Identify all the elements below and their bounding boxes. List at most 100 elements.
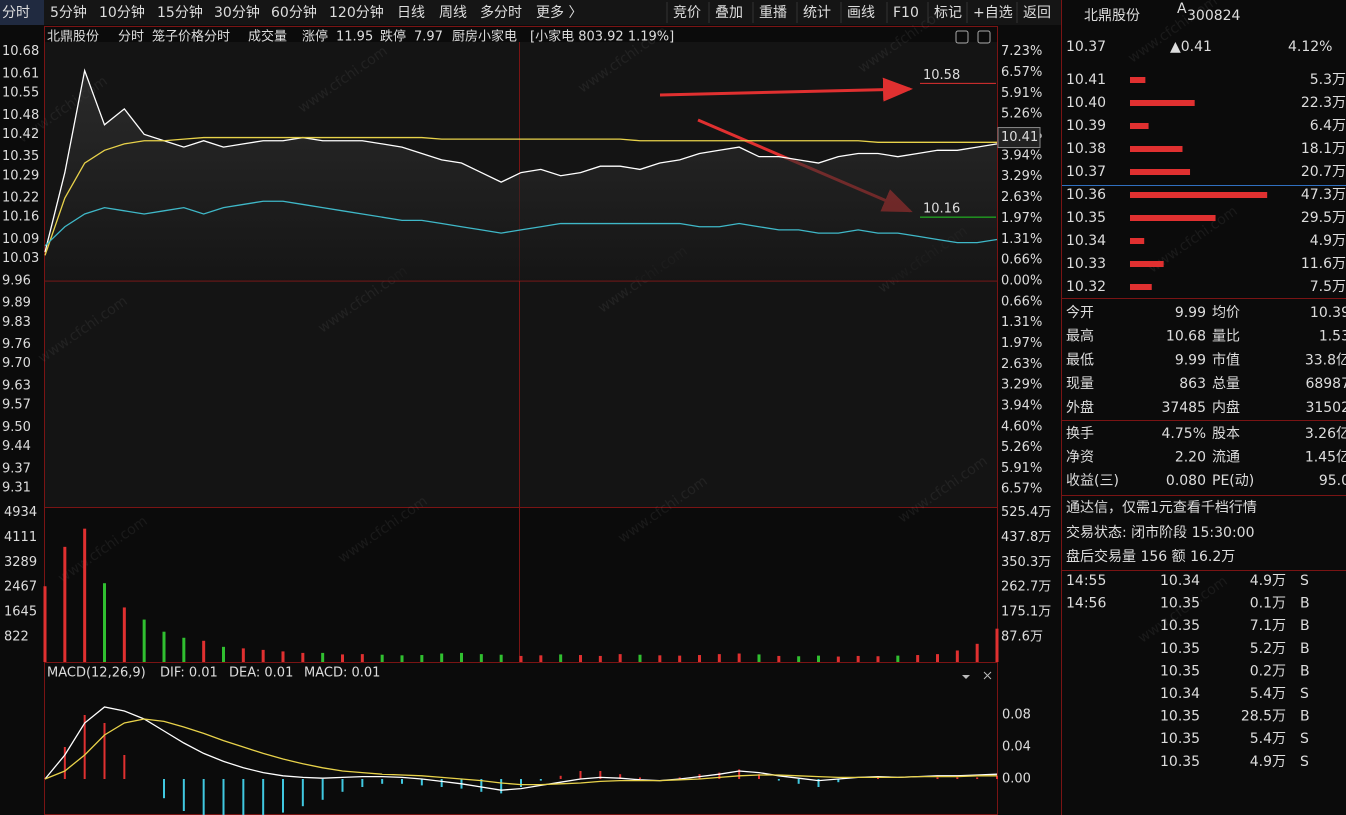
macd-header: DEA: 0.01 <box>229 666 293 681</box>
book-price: 10.33 <box>1066 256 1106 272</box>
trade-side: S <box>1300 573 1309 589</box>
stock-code: 300824 <box>1187 8 1241 24</box>
book-volume: 29.5万 <box>1301 210 1346 226</box>
volume-bar <box>579 655 582 662</box>
toolbar-tab[interactable]: 日线 <box>397 5 425 21</box>
panel-icons <box>955 30 992 680</box>
volume-bar <box>182 637 186 662</box>
volume-bar <box>717 654 721 662</box>
macd-bar <box>817 779 820 787</box>
toolbar-tab[interactable]: 15分钟 <box>157 4 203 21</box>
macd-bar <box>301 779 304 807</box>
volume-y2-tick-label: 350.3万 <box>1001 555 1051 570</box>
volume-bar <box>420 655 424 662</box>
macd-bar <box>163 779 165 799</box>
book-price: 10.37 <box>1066 164 1106 180</box>
macd-header: MACD(12,26,9) <box>47 666 146 681</box>
y2-tick-label: 3.94% <box>1001 398 1042 413</box>
cursor-box <box>997 127 1041 149</box>
y-tick-label: 9.44 <box>2 439 31 454</box>
trade-side: B <box>1300 596 1310 612</box>
macd-bar <box>777 779 780 781</box>
macd-bar <box>599 771 602 779</box>
volume-bar <box>757 654 761 662</box>
macd-bar <box>956 777 959 779</box>
volume-y2-tick-label: 87.6万 <box>1001 630 1043 645</box>
chart-header-limit-down-label: 跌停 <box>380 29 406 45</box>
toolbar-button[interactable]: 返回 <box>1023 5 1051 21</box>
book-price: 10.32 <box>1066 279 1106 295</box>
annotation-label: 10.58 <box>923 68 960 83</box>
trade-volume: 5.4万 <box>1250 731 1286 747</box>
price-line <box>44 136 997 256</box>
stat-value: 37485 <box>1161 400 1206 416</box>
y-tick-label: 10.03 <box>2 251 39 266</box>
volume-bar <box>519 655 523 662</box>
stat-label: 均价 <box>1212 305 1240 321</box>
y2-tick-label: 3.94% <box>1001 148 1042 163</box>
volume-bar <box>876 656 880 662</box>
toolbar-tab[interactable]: 周线 <box>439 5 467 21</box>
toolbar-button[interactable]: 标记 <box>934 5 962 21</box>
cursor-label: 10.41 <box>1001 130 1038 145</box>
y-tick-label: 9.57 <box>2 398 31 413</box>
volume-bar <box>737 653 741 662</box>
promo-banner[interactable]: 通达信，仅需1元查看千档行情 <box>1066 500 1257 516</box>
stat-label: 量比 <box>1212 329 1240 345</box>
fund-label: 收益(三) <box>1066 473 1119 489</box>
toolbar-button[interactable]: 画线 <box>847 5 875 21</box>
fund-label: 流通 <box>1212 450 1240 466</box>
y2-tick-label: 3.29% <box>1001 169 1042 184</box>
y-tick-label: 10.55 <box>2 85 39 100</box>
volume-bar <box>479 654 483 662</box>
trade-price: 10.35 <box>1160 618 1200 634</box>
y-tick-label: 10.61 <box>2 66 39 81</box>
trade-price: 10.34 <box>1160 573 1200 589</box>
stat-label: 市值 <box>1212 351 1240 368</box>
toolbar-button[interactable]: 统计 <box>803 5 831 21</box>
volume-bar <box>281 651 285 662</box>
macd-bar <box>123 755 126 779</box>
book-volume: 18.1万 <box>1301 141 1346 157</box>
y-tick-label: 9.83 <box>2 315 31 330</box>
trade-side: B <box>1300 663 1310 679</box>
y2-tick-label: 6.57% <box>1001 482 1042 497</box>
macd-bar <box>401 779 403 784</box>
macd-bar <box>619 774 622 779</box>
trade-price: 10.35 <box>1160 641 1200 657</box>
volume-bar <box>321 652 325 662</box>
macd-line <box>44 718 997 786</box>
trade-side: B <box>1300 618 1310 634</box>
book-volume: 6.4万 <box>1310 118 1346 134</box>
toolbar-tab[interactable]: 60分钟 <box>271 4 317 21</box>
toolbar-tab[interactable]: 分时 <box>2 5 30 21</box>
toolbar-tab[interactable]: 更多 〉 <box>536 4 582 21</box>
volume-bar <box>460 652 463 662</box>
toolbar-button[interactable]: 重播 <box>759 5 787 21</box>
book-volume: 11.6万 <box>1301 256 1346 272</box>
toolbar-button[interactable]: 叠加 <box>715 5 743 21</box>
toolbar-button[interactable]: +自选 <box>973 5 1013 21</box>
y2-tick-label: 5.26% <box>1001 440 1042 455</box>
toolbar-button[interactable]: 竞价 <box>673 4 701 21</box>
volume-bar <box>698 655 701 662</box>
macd-bar <box>321 779 324 800</box>
toolbar-tab[interactable]: 多分时 <box>480 4 522 21</box>
volume-bar <box>836 656 840 662</box>
macd-bar <box>480 779 483 792</box>
volume-bar <box>440 653 444 662</box>
macd-bar <box>242 779 245 815</box>
trade-price: 10.34 <box>1160 686 1200 702</box>
toolbar-tab[interactable]: 30分钟 <box>214 4 260 21</box>
chart-header-volume: 成交量 <box>248 29 287 45</box>
chart-header-index: [小家电 803.92 1.19%] <box>530 29 674 45</box>
book-volume: 22.3万 <box>1301 95 1346 111</box>
y2-tick-label: 0.66% <box>1001 294 1042 309</box>
trade-time: 14:55 <box>1066 573 1106 589</box>
toolbar-button[interactable]: F10 <box>893 5 919 21</box>
toolbar-tab[interactable]: 120分钟 <box>329 4 384 21</box>
toolbar-tab[interactable]: 5分钟 <box>50 4 87 21</box>
trade-price: 10.35 <box>1160 731 1200 747</box>
trade-price: 10.35 <box>1160 754 1200 770</box>
toolbar-tab[interactable]: 10分钟 <box>99 4 145 21</box>
